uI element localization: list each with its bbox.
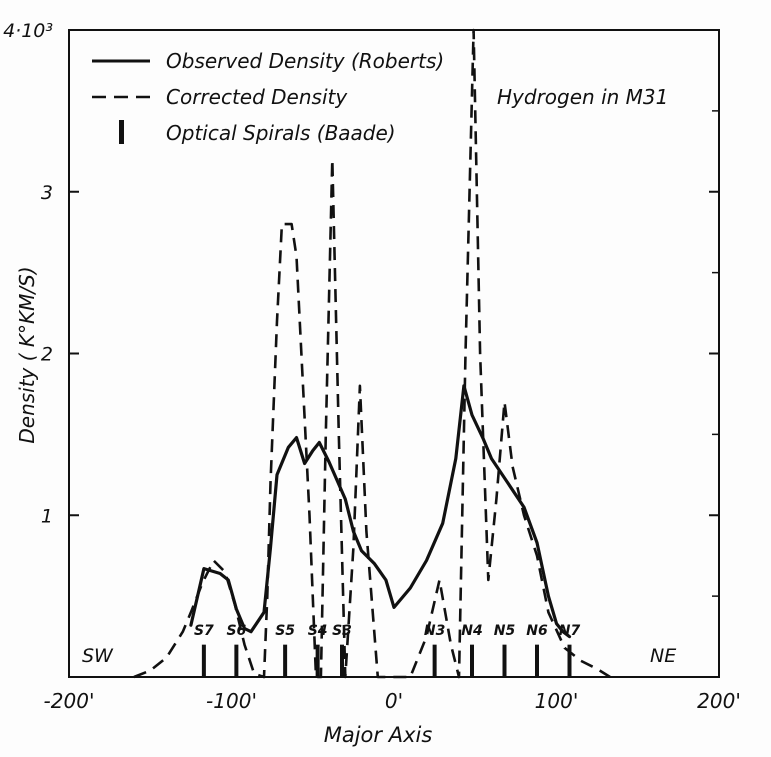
corrected-density-line (133, 28, 611, 679)
legend-spirals-label: Optical Spirals (Baade) (166, 121, 396, 145)
direction-label-sw: SW (82, 645, 114, 667)
chart-title: Hydrogen in M31 (497, 85, 668, 109)
spiral-label-n4: N4 (461, 623, 482, 639)
x-tick-label: 0' (385, 689, 403, 713)
y-ticks: 1 2 3 4·10³ (3, 20, 719, 597)
spiral-bar-n7 (567, 644, 572, 677)
direction-label-ne: NE (650, 645, 676, 667)
spiral-bar-s7 (201, 644, 206, 677)
spiral-bar-n6 (535, 644, 539, 677)
spiral-bar-s3 (340, 644, 344, 677)
x-axis-label: Major Axis (324, 723, 433, 747)
spiral-bar-s5 (283, 644, 288, 677)
spiral-label-n5: N5 (494, 623, 516, 639)
x-tick-label: -200' (44, 689, 95, 713)
spiral-bar-n3 (432, 644, 437, 677)
spiral-bar-n4 (470, 644, 474, 677)
x-tick-label: -100' (206, 689, 257, 713)
legend: Observed Density (Roberts) Corrected Den… (92, 49, 444, 145)
y-tick-label: 1 (41, 505, 53, 527)
spiral-label-s5: S5 (275, 623, 295, 639)
optical-spirals: S7 S6 S5 S4 S3 N3 N4 N5 N6 N7 (194, 623, 581, 677)
spiral-label-s7: S7 (194, 623, 214, 639)
y-tick-label: 2 (41, 344, 53, 366)
y-tick-label: 3 (41, 182, 53, 204)
x-ticks: -200' -100' 0' 100' 200' (44, 689, 741, 713)
x-tick-label: 100' (535, 689, 579, 713)
spiral-label-n7: N7 (559, 623, 581, 639)
spiral-bar-s6 (234, 644, 239, 677)
observed-density-line (189, 384, 572, 639)
legend-bar-swatch (119, 120, 124, 144)
spiral-label-s4: S4 (308, 623, 328, 639)
spiral-bar-n5 (502, 644, 507, 677)
legend-corrected-label: Corrected Density (166, 85, 348, 109)
spiral-label-n6: N6 (526, 623, 548, 639)
x-tick-label: 200' (697, 689, 741, 713)
spiral-bar-s4 (315, 644, 320, 677)
series-lines (133, 28, 611, 679)
y-tick-label: 4·10³ (3, 20, 53, 42)
legend-observed-label: Observed Density (Roberts) (166, 49, 444, 73)
y-axis-label: Density ( K°KM/S) (15, 266, 39, 443)
